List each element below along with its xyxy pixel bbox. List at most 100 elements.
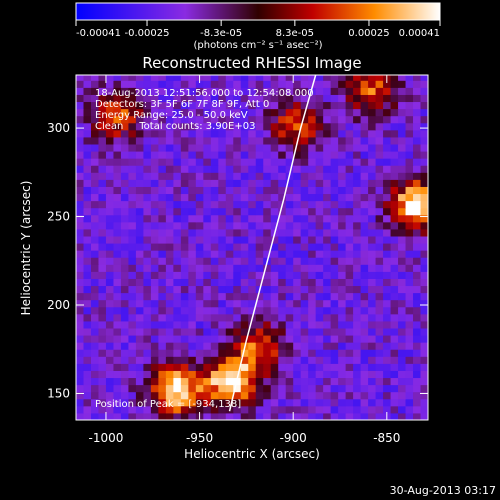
heatmap-cell	[338, 257, 347, 265]
heatmap-cell	[218, 179, 227, 187]
heatmap-cell	[113, 285, 122, 294]
heatmap-cell	[420, 108, 428, 117]
heatmap-cell	[158, 136, 167, 145]
heatmap-cell	[195, 356, 204, 364]
heatmap-cell	[323, 292, 332, 301]
heatmap-cell	[240, 200, 249, 209]
heatmap-cell	[383, 221, 392, 230]
heatmap-cell	[413, 328, 422, 336]
heatmap-cell	[315, 278, 324, 287]
heatmap-cell	[353, 101, 362, 110]
heatmap-cell	[323, 94, 332, 103]
heatmap-cell	[188, 228, 197, 237]
heatmap-cell	[90, 398, 99, 407]
heatmap-cell	[143, 151, 152, 159]
heatmap-cell	[285, 412, 294, 420]
x-tick-label: -900	[280, 431, 307, 445]
heatmap-cell	[233, 151, 242, 159]
heatmap-cell	[225, 158, 234, 166]
heatmap-cell	[375, 412, 384, 420]
heatmap-cell	[263, 363, 272, 371]
heatmap-cell	[278, 320, 287, 329]
heatmap-cell	[210, 115, 219, 124]
heatmap-cell	[233, 144, 242, 152]
heatmap-cell	[240, 405, 249, 414]
heatmap-cell	[158, 101, 167, 110]
heatmap-cell	[180, 257, 189, 265]
heatmap-cell	[300, 221, 309, 230]
heatmap-cell	[360, 250, 369, 258]
heatmap-cell	[105, 101, 114, 110]
heatmap-cell	[233, 299, 242, 308]
heatmap-cell	[143, 299, 152, 308]
heatmap-cell	[308, 377, 317, 386]
heatmap-cell	[195, 398, 204, 407]
heatmap-cell	[323, 243, 332, 251]
heatmap-cell	[240, 186, 249, 195]
heatmap-cell	[135, 299, 144, 308]
heatmap-cell	[225, 349, 234, 357]
heatmap-cell	[413, 94, 422, 103]
heatmap-cell	[353, 179, 362, 187]
heatmap-cell	[143, 129, 152, 138]
heatmap-cell	[375, 243, 384, 251]
heatmap-cell	[188, 391, 197, 400]
heatmap-cell	[315, 221, 324, 230]
heatmap-cell	[270, 384, 279, 393]
heatmap-cell	[308, 250, 317, 258]
heatmap-cell	[150, 228, 159, 237]
y-tick-label: 200	[47, 298, 70, 312]
heatmap-cell	[165, 228, 174, 237]
heatmap-cell	[158, 405, 167, 414]
heatmap-cell	[113, 158, 122, 166]
heatmap-cell	[308, 412, 317, 420]
heatmap-cell	[158, 335, 167, 343]
heatmap-cell	[158, 243, 167, 251]
heatmap-cell	[173, 144, 182, 152]
heatmap-cell	[218, 158, 227, 166]
heatmap-cell	[300, 299, 309, 308]
heatmap-cell	[308, 122, 317, 131]
heatmap-cell	[360, 391, 369, 400]
heatmap-cell	[188, 115, 197, 124]
heatmap-cell	[255, 193, 264, 202]
heatmap-cell	[278, 228, 287, 237]
heatmap-cell	[278, 377, 287, 386]
info-clean: Clean Total counts: 3.90E+03	[95, 121, 256, 132]
heatmap-cell	[165, 115, 174, 124]
heatmap-cell	[398, 306, 407, 315]
heatmap-cell	[165, 335, 174, 343]
heatmap-cell	[390, 264, 399, 272]
heatmap-cell	[210, 285, 219, 294]
heatmap-cell	[375, 391, 384, 400]
heatmap-cell	[368, 299, 377, 308]
heatmap-cell	[173, 306, 182, 315]
heatmap-cell	[308, 292, 317, 301]
heatmap-cell	[135, 151, 144, 159]
heatmap-cell	[203, 285, 212, 294]
heatmap-cell	[225, 299, 234, 308]
heatmap-cell	[83, 151, 92, 159]
heatmap-cell	[383, 193, 392, 202]
heatmap-cell	[218, 285, 227, 294]
heatmap-cell	[135, 405, 144, 414]
heatmap-cell	[98, 271, 107, 279]
heatmap-cell	[83, 101, 92, 110]
heatmap-cell	[353, 320, 362, 329]
heatmap-cell	[420, 186, 428, 195]
heatmap-cell	[405, 144, 414, 152]
heatmap-cell	[128, 299, 137, 308]
heatmap-cell	[405, 136, 414, 145]
heatmap-cell	[308, 158, 317, 166]
heatmap-cell	[375, 221, 384, 230]
heatmap-cell	[413, 398, 422, 407]
heatmap-cell	[413, 299, 422, 308]
heatmap-cell	[113, 299, 122, 308]
heatmap-cell	[345, 129, 354, 138]
heatmap-cell	[165, 384, 174, 393]
heatmap-cell	[210, 101, 219, 110]
heatmap-cell	[195, 313, 204, 322]
heatmap-cell	[300, 129, 309, 138]
heatmap-cell	[323, 186, 332, 195]
heatmap-cell	[173, 236, 182, 244]
